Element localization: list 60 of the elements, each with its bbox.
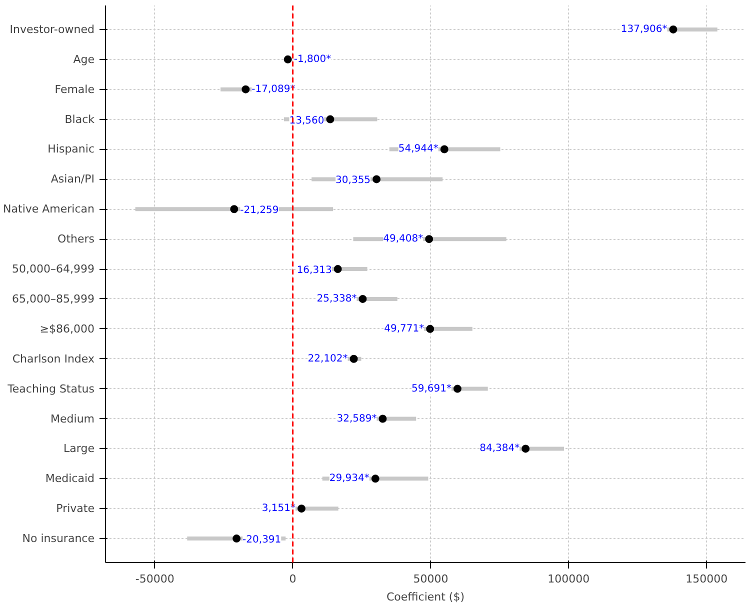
y-tick-label: Female <box>54 82 95 96</box>
y-tick-label: Medium <box>50 412 94 426</box>
data-label: 32,589* <box>336 413 377 424</box>
point <box>284 55 292 64</box>
data-label: -20,391 <box>242 534 282 546</box>
point <box>669 25 678 34</box>
y-tick-label: Teaching Status <box>6 382 95 396</box>
point <box>358 294 367 303</box>
point <box>425 235 434 244</box>
y-tick-label: Hispanic <box>48 142 94 156</box>
data-label: 3,151* <box>262 503 296 514</box>
data-label: -21,259 <box>240 205 279 216</box>
point <box>350 354 358 363</box>
y-tick-label: Asian/PI <box>50 172 94 186</box>
y-tick-label: Age <box>73 52 95 66</box>
point <box>298 504 306 513</box>
y-tick-label: ≥$86,000 <box>40 322 95 336</box>
y-tick-label: No insurance <box>22 532 95 546</box>
y-tick-label: Investor-owned <box>10 22 95 36</box>
y-tick-label: 65,000–85,999 <box>12 292 95 306</box>
y-tick-label: Others <box>58 232 95 246</box>
x-tick-label: 50000 <box>413 572 448 586</box>
data-label: 49,408* <box>383 234 424 245</box>
y-tick-label: Medicaid <box>45 472 94 486</box>
data-label: 84,384* <box>480 443 520 454</box>
y-tick-label: Large <box>64 442 95 456</box>
point <box>326 115 334 124</box>
x-tick-label: 0 <box>289 572 296 586</box>
point <box>440 145 448 154</box>
x-tick-label: 150000 <box>686 572 728 586</box>
point <box>453 384 462 393</box>
point <box>426 324 434 333</box>
x-tick-label: 100000 <box>548 572 590 586</box>
point <box>372 175 381 184</box>
data-label: 13,560 <box>289 115 324 126</box>
y-tick-label: Native American <box>3 202 95 216</box>
data-label: 22,102* <box>308 353 348 364</box>
data-label: 16,313 <box>296 265 332 276</box>
y-tick-label: Charlson Index <box>12 352 95 366</box>
data-label: 137,906* <box>620 24 668 35</box>
point <box>242 85 250 94</box>
y-tick-label: 50,000–64,999 <box>12 262 95 276</box>
y-tick-label: Private <box>56 502 95 516</box>
y-tick-label: Black <box>64 112 96 126</box>
point <box>232 534 241 543</box>
point <box>334 265 342 274</box>
data-label: -1,800* <box>294 54 332 65</box>
data-label: 25,338* <box>316 293 357 304</box>
x-axis-title: Coefficient ($) <box>386 590 465 604</box>
data-label: 49,771* <box>384 323 424 334</box>
data-label: -17,089* <box>252 84 296 95</box>
point <box>371 474 380 483</box>
x-tick-label: -50000 <box>135 572 174 586</box>
point <box>378 414 387 423</box>
data-label: 29,934* <box>329 473 370 484</box>
point <box>522 444 530 453</box>
data-label: 59,691* <box>411 383 452 394</box>
data-label: 54,944* <box>398 144 438 155</box>
point <box>230 205 238 214</box>
data-label: 30,355 <box>336 175 371 186</box>
